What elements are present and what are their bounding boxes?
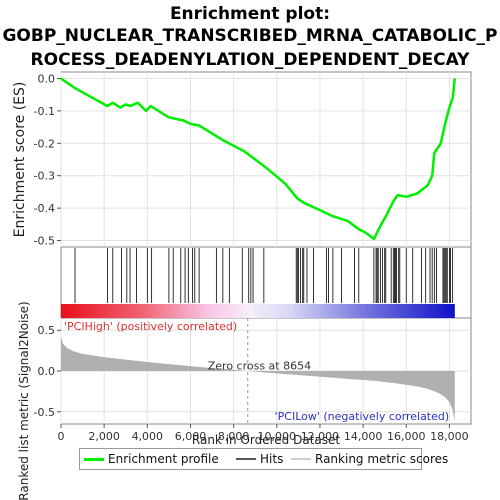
- metric-ytick-label-2: 0.5: [38, 324, 56, 337]
- es-y-axis-label: Enrichment score (ES): [12, 82, 28, 238]
- legend-hits: Hits: [236, 452, 283, 466]
- metric-y-axis-label: Ranked list metric (Signal2Noise): [17, 301, 31, 500]
- title-line-2: GOBP_NUCLEAR_TRANSCRIBED_MRNA_CATABOLIC_…: [2, 26, 498, 46]
- ranking-color-band: [61, 304, 455, 318]
- legend-enrichment-label: Enrichment profile: [108, 452, 219, 466]
- xtick-label-6: 12,000: [301, 430, 340, 443]
- xtick-label-2: 4,000: [132, 430, 164, 443]
- es-ytick-label-2: -0.3: [34, 170, 55, 183]
- xtick-label-3: 6,000: [175, 430, 207, 443]
- metric-ytick-label-0: -0.5: [34, 406, 55, 419]
- es-ytick-label-4: -0.1: [34, 105, 55, 118]
- title-line-1: Enrichment plot:: [169, 4, 331, 24]
- legend-hits-swatch: [236, 458, 256, 460]
- legend-enrichment-swatch: [84, 457, 104, 461]
- es-ytick-label-3: -0.2: [34, 137, 55, 150]
- legend-hits-label: Hits: [260, 452, 284, 466]
- xtick-label-0: 0: [58, 430, 65, 443]
- x-axis-label: Rank in Ordered Dataset: [192, 433, 340, 447]
- legend: Enrichment profile Hits Ranking metric s…: [79, 448, 448, 470]
- zero-cross-label: Zero cross at 8654: [208, 359, 311, 372]
- xtick-label-8: 16,000: [387, 430, 426, 443]
- pos-correlated-label: 'PCIHigh' (positively correlated): [64, 320, 237, 333]
- es-ytick-label-5: 0.0: [38, 72, 56, 85]
- xtick-label-7: 14,000: [344, 430, 383, 443]
- xtick-label-9: 18,000: [430, 430, 469, 443]
- legend-ranking: Ranking metric scores: [291, 452, 448, 466]
- es-panel-frame: [60, 71, 472, 248]
- xtick-label-4: 8,000: [218, 430, 250, 443]
- metric-ytick-label-1: 0.0: [38, 365, 56, 378]
- legend-ranking-label: Ranking metric scores: [315, 452, 449, 466]
- es-ytick-label-0: -0.5: [34, 235, 55, 248]
- legend-enrichment: Enrichment profile: [84, 452, 219, 466]
- xtick-label-5: 10,000: [258, 430, 297, 443]
- legend-ranking-swatch: [291, 458, 311, 460]
- es-ytick-label-1: -0.4: [34, 202, 55, 215]
- enrichment-profile-line: [60, 77, 457, 241]
- xtick-label-1: 2,000: [88, 430, 120, 443]
- title-line-3: ROCESS_DEADENYLATION_DEPENDENT_DECAY: [30, 50, 470, 70]
- neg-correlated-label: 'PCILow' (negatively correlated): [275, 410, 450, 423]
- ranking-metric-area: [61, 336, 455, 422]
